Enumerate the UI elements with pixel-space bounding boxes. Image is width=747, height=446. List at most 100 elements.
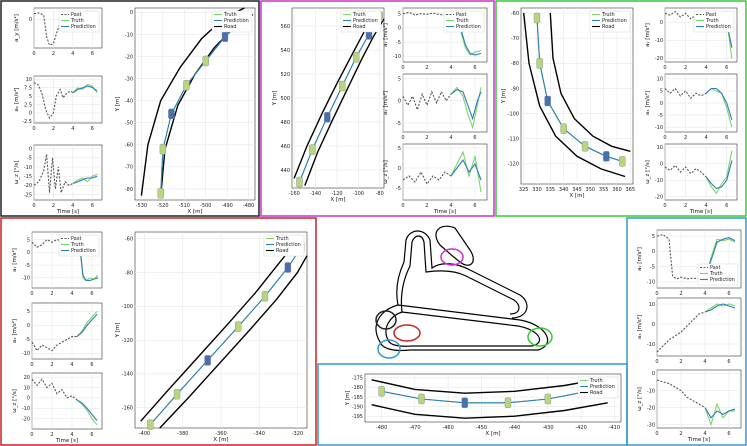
chart-11: 0 2 4 6 -20 -10 0 10 Time [s] ω_z [°/s] [645, 143, 738, 215]
plot-area [31, 302, 103, 360]
x-tick-label: -470 [409, 425, 420, 431]
legend-label: Truth [455, 18, 469, 24]
x-tick-label: 0 [663, 135, 666, 141]
y-axis-label: aₓ [m/s²] [382, 91, 389, 115]
x-tick-label: 0 [32, 51, 35, 57]
legend-label: Prediction [224, 18, 249, 24]
y-tick-label: 10 [26, 77, 32, 83]
x-tick-label: 6 [91, 126, 94, 132]
y-tick-label: -10 [655, 178, 663, 184]
x-tick-label: 2 [684, 65, 687, 71]
y-tick-label: -10 [22, 276, 30, 282]
x-tick-label: 4 [71, 51, 74, 57]
x-tick-label: -510 [179, 203, 190, 209]
legend-label: Prediction [706, 24, 731, 30]
x-tick-label: 365 [626, 187, 636, 193]
x-tick-label: 4 [703, 291, 706, 297]
series-truth-line [76, 311, 98, 337]
x-tick-label: 0 [401, 65, 404, 71]
series-past-line [33, 82, 74, 120]
series-road-line [159, 255, 308, 429]
y-tick-label: -30 [647, 422, 655, 428]
y-tick-label: -80 [125, 270, 133, 276]
x-tick-label: -520 [157, 203, 168, 209]
y-tick-label: -10 [393, 54, 401, 60]
y-tick-label: 10 [24, 385, 30, 391]
vehicle-marker [339, 80, 346, 92]
y-tick-label: 0 [27, 250, 30, 256]
legend-label: Road [224, 24, 237, 30]
legend-label: Truth [601, 12, 615, 18]
plot-area [656, 369, 742, 429]
panel-frame-a [0, 0, 260, 217]
x-tick-label: 0 [655, 431, 658, 437]
vehicle-marker [324, 111, 331, 123]
x-tick-label: 0 [401, 203, 404, 209]
chart-19: 0 2 4 6 -30 -20 -10 0 Time [s] ω_z [°/s] [637, 369, 742, 443]
x-tick-label: 0 [663, 65, 666, 71]
y-tick-label: 0 [398, 26, 401, 32]
y-axis-label: Y [m] [501, 89, 507, 105]
legend-label: Past [71, 236, 81, 242]
x-axis-label: Time [s] [687, 437, 710, 443]
legend-label: Road [602, 24, 615, 30]
plot-area [134, 7, 256, 201]
chart-6: 0 2 4 6 -5 0 5 aₓ [m/s²] [382, 73, 488, 141]
y-tick-label: 0 [398, 166, 401, 172]
y-tick-label: -160 [122, 406, 133, 412]
plot-area [656, 297, 742, 357]
x-tick-label: 0 [30, 362, 33, 368]
x-tick-label: 0 [655, 359, 658, 365]
legend-label: Prediction [353, 18, 378, 24]
y-tick-label: -10 [125, 32, 133, 38]
y-tick-label: -70 [511, 36, 519, 42]
series-prediction-line [72, 175, 98, 185]
x-tick-label: 4 [449, 135, 452, 141]
series-prediction-line [72, 85, 98, 94]
x-tick-label: -440 [509, 425, 520, 431]
x-tick-label: -500 [200, 203, 211, 209]
vehicle-marker [560, 123, 567, 134]
x-tick-label: 325 [519, 187, 529, 193]
vehicle-marker [533, 12, 541, 24]
vehicle-marker [544, 95, 551, 107]
x-tick-label: 4 [705, 203, 708, 209]
series-past-line [656, 311, 706, 353]
y-tick-label: 0 [27, 323, 30, 329]
x-tick-label: 330 [532, 187, 542, 193]
y-tick-label: -180 [352, 385, 363, 391]
y-tick-label: 520 [280, 72, 290, 78]
x-tick-label: -400 [139, 431, 150, 437]
x-tick-label: 4 [70, 291, 73, 297]
y-axis-label: aᵧ [m/s²] [11, 248, 18, 272]
series-truth-line [450, 150, 482, 193]
y-tick-label: -5 [25, 263, 30, 269]
x-tick-label: 2 [50, 291, 53, 297]
series-prediction-line [705, 160, 733, 190]
x-tick-label: 6 [90, 432, 93, 438]
series-past-line [31, 336, 77, 352]
series-prediction-line [705, 87, 733, 121]
y-tick-label: 0 [652, 322, 655, 328]
x-tick-label: -140 [310, 191, 321, 197]
y-tick-label: -10 [22, 406, 30, 412]
x-tick-label: 340 [559, 187, 569, 193]
y-tick-label: -190 [352, 404, 363, 410]
plot-area [31, 372, 103, 430]
legend-label: Truth [70, 18, 84, 24]
x-tick-label: 4 [449, 65, 452, 71]
y-tick-label: 5 [398, 76, 401, 82]
vehicle-marker [168, 108, 175, 120]
x-tick-label: -450 [476, 425, 487, 431]
y-tick-label: -40 [125, 98, 133, 104]
y-tick-label: -100 [122, 304, 133, 310]
y-tick-label: -90 [511, 86, 519, 92]
x-tick-label: -460 [442, 425, 453, 431]
y-axis-label: aₓ [m/s²] [636, 315, 643, 339]
x-tick-label: 2 [684, 135, 687, 141]
y-tick-label: -120 [508, 162, 519, 168]
x-tick-label: 2 [425, 203, 428, 209]
